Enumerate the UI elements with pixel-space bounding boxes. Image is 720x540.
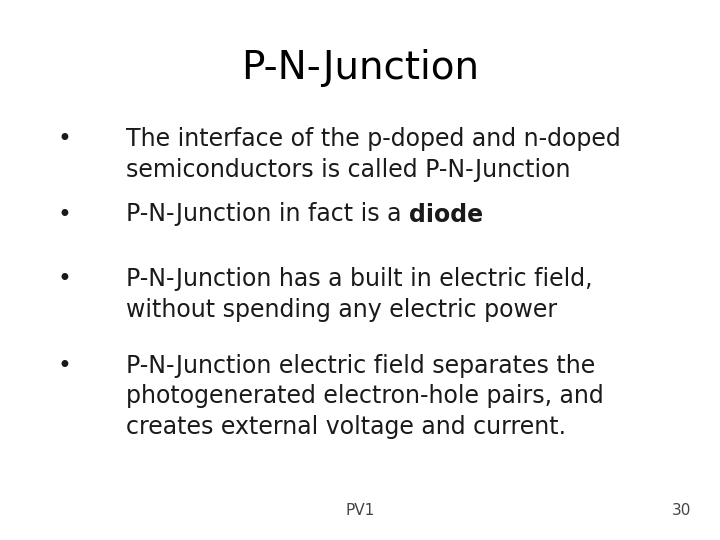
Text: P-N-Junction electric field separates the
photogenerated electron-hole pairs, an: P-N-Junction electric field separates th… xyxy=(126,354,604,439)
Text: •: • xyxy=(58,267,72,291)
Text: P-N-Junction in fact is a: P-N-Junction in fact is a xyxy=(126,202,409,226)
Text: •: • xyxy=(58,127,72,151)
Text: P-N-Junction has a built in electric field,
without spending any electric power: P-N-Junction has a built in electric fie… xyxy=(126,267,593,322)
Text: PV1: PV1 xyxy=(346,503,374,518)
Text: P-N-Junction: P-N-Junction xyxy=(241,49,479,86)
Text: 30: 30 xyxy=(672,503,691,518)
Text: The interface of the p-doped and n-doped
semiconductors is called P-N-Junction: The interface of the p-doped and n-doped… xyxy=(126,127,621,181)
Text: •: • xyxy=(58,202,72,226)
Text: diode: diode xyxy=(409,202,483,226)
Text: •: • xyxy=(58,354,72,377)
